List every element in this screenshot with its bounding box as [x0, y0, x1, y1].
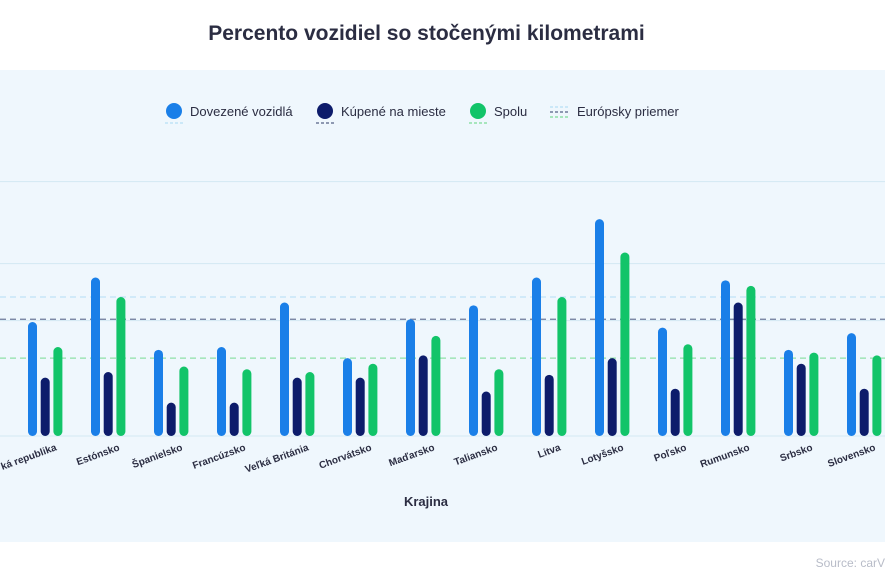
bar	[595, 219, 604, 436]
bar	[166, 402, 176, 436]
bar	[103, 372, 113, 436]
bar	[431, 335, 441, 436]
chart-panel: ká republika Estónsko Španielsko Francúzsko…	[0, 70, 885, 542]
x-tick-label: Poľsko	[653, 442, 689, 464]
bar	[355, 377, 365, 436]
x-tick-label: Maďarsko	[388, 442, 437, 469]
bar	[280, 302, 289, 436]
bar	[784, 349, 793, 436]
x-tick-label: Estónsko	[75, 442, 121, 468]
bar	[721, 280, 730, 436]
x-axis-title: Krajina	[404, 494, 449, 509]
bar	[229, 402, 239, 436]
bar	[796, 363, 806, 436]
bar	[292, 377, 302, 436]
x-tick-label: Chorvátsko	[318, 442, 373, 471]
bar	[557, 297, 567, 436]
bar	[406, 319, 415, 436]
bar	[40, 377, 50, 436]
x-tick-label: Francúzsko	[191, 442, 247, 471]
bar	[683, 344, 693, 436]
bar	[733, 302, 743, 436]
bar	[532, 277, 541, 436]
legend-marker	[470, 103, 486, 119]
legend-marker	[317, 103, 333, 119]
bar	[670, 388, 680, 436]
x-tick-label: Španielsko	[130, 441, 184, 471]
chart-title: Percento vozidiel so stočenými kilometra…	[208, 22, 645, 45]
bar	[544, 374, 554, 436]
bar	[91, 277, 100, 436]
bar	[746, 285, 756, 436]
bar	[809, 352, 819, 436]
x-tick-label: Veľká Británia	[244, 442, 311, 475]
legend-marker	[166, 103, 182, 119]
bar	[418, 355, 428, 436]
legend-label: Dovezené vozidlá	[190, 104, 293, 119]
x-tick-label: Slovensko	[826, 442, 877, 469]
bar	[620, 252, 630, 436]
bar	[28, 322, 37, 436]
bar	[305, 372, 315, 436]
bar	[872, 355, 882, 436]
bar	[607, 358, 617, 436]
bar	[368, 363, 378, 436]
x-tick-label: Lotyšsko	[580, 442, 625, 467]
legend-label: Európsky priemer	[577, 104, 680, 119]
bar-chart: ká republika Estónsko Španielsko Francúzsko…	[0, 103, 885, 509]
bar	[179, 366, 189, 436]
source-note: Source: carV	[815, 556, 885, 570]
x-tick-label: ká republika	[0, 442, 59, 472]
bar	[859, 388, 869, 436]
bar	[154, 349, 163, 436]
bar	[847, 333, 856, 436]
x-tick-label: Srbsko	[779, 442, 815, 464]
legend-label: Spolu	[494, 104, 527, 119]
bar	[116, 297, 126, 436]
x-tick-label: Taliansko	[453, 442, 499, 468]
bar	[481, 391, 491, 436]
bar	[242, 369, 252, 436]
bar	[53, 347, 63, 436]
x-tick-label: Rumunsko	[699, 442, 751, 470]
bar	[469, 305, 478, 436]
bar	[658, 327, 667, 436]
legend-label: Kúpené na mieste	[341, 104, 446, 119]
x-tick-label: Litva	[537, 442, 563, 460]
bar	[217, 347, 226, 436]
bar	[343, 358, 352, 436]
bar	[494, 369, 504, 436]
